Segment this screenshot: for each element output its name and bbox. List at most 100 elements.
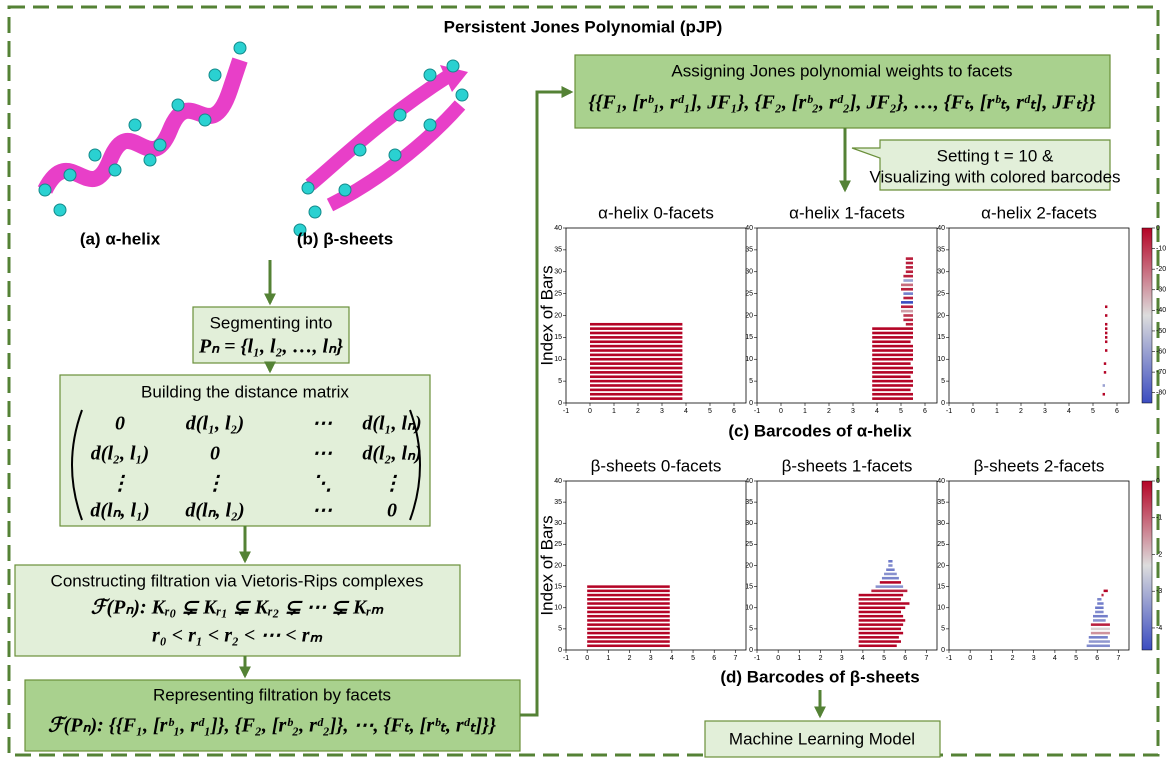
x-tick-label: 1 (989, 655, 993, 662)
y-tick-label: 10 (554, 605, 562, 612)
bar (1087, 645, 1110, 648)
diagram: Persistent Jones Polynomial (pJP) (a) α-… (0, 0, 1167, 760)
x-tick-label: 2 (827, 408, 831, 415)
x-tick-label: 4 (861, 655, 865, 662)
x-tick-label: 7 (733, 655, 737, 662)
bar (872, 384, 913, 387)
bar (859, 598, 901, 601)
x-tick-label: 3 (851, 408, 855, 415)
colorbar-tick-label: -70 (1156, 369, 1166, 376)
y-tick-label: 5 (749, 378, 753, 385)
matrix-cell: 0 (210, 443, 220, 465)
x-tick-label: -1 (946, 408, 952, 415)
y-tick-label: 25 (937, 541, 945, 548)
x-tick-label: 0 (585, 655, 589, 662)
y-tick-label: 20 (937, 312, 945, 319)
panel-title: α-helix 2-facets (981, 203, 1097, 222)
y-tick-label: 35 (554, 247, 562, 254)
matrix-cell: ⋱ (312, 473, 332, 495)
y-tick-label: 15 (554, 583, 562, 590)
bar (590, 397, 682, 400)
x-tick-label: 0 (776, 655, 780, 662)
bar (587, 632, 670, 635)
model-label: Machine Learning Model (729, 729, 915, 748)
x-tick-label: 4 (684, 408, 688, 415)
y-tick-label: 20 (554, 312, 562, 319)
matrix-cell: ⋮ (205, 473, 225, 495)
y-tick-label: 40 (937, 478, 945, 485)
y-tick-label: 40 (937, 225, 945, 232)
bar (1091, 623, 1110, 626)
bar (590, 389, 682, 392)
sheet-structure (294, 60, 468, 236)
matrix-cell: ⋯ (312, 500, 333, 522)
colorbar-tick-label: -40 (1156, 307, 1166, 314)
y-tick-label: 5 (749, 626, 753, 633)
colorbar-tick-label: 0 (1156, 478, 1160, 485)
colorbar-tick-label: -1 (1156, 515, 1162, 522)
caption: (d) Barcodes of β-sheets (720, 667, 919, 686)
y-tick-label: 35 (745, 499, 753, 506)
y-tick-label: 35 (554, 499, 562, 506)
colorbar (1142, 481, 1152, 650)
bar (1103, 384, 1105, 387)
y-tick-label: 10 (937, 605, 945, 612)
formula: ℱ(Pₙ): {{F₁, [rᵇ₁, rᵈ₁]}, {F₂, [rᵇ₂, rᵈ₂… (48, 715, 496, 737)
bar (587, 602, 670, 605)
y-tick-label: 15 (937, 583, 945, 590)
bar (587, 585, 670, 588)
y-tick-label: 30 (745, 269, 753, 276)
matrix-cell: ⋮ (382, 473, 402, 495)
bar (590, 327, 682, 330)
matrix-cell: d(lₙ, l₂) (185, 500, 244, 522)
y-tick-label: 35 (745, 247, 753, 254)
bar (872, 371, 913, 374)
matrix-cell: d(lₙ, l₁) (90, 500, 149, 522)
bar (872, 389, 910, 392)
helix-structure (39, 42, 246, 216)
bar (901, 310, 913, 313)
bar (872, 327, 913, 330)
bar (587, 598, 670, 601)
y-tick-label: 10 (745, 605, 753, 612)
x-tick-label: 0 (971, 408, 975, 415)
x-tick-label: -1 (946, 655, 952, 662)
bar (872, 380, 913, 383)
x-tick-label: 1 (803, 408, 807, 415)
x-tick-label: 5 (1074, 655, 1078, 662)
bar (1089, 640, 1110, 643)
colorbar-tick-label: -50 (1156, 328, 1166, 335)
bar (859, 632, 903, 635)
y-tick-label: 15 (745, 583, 753, 590)
matrix-cell: 0 (387, 500, 397, 522)
y-tick-label: 5 (941, 626, 945, 633)
bar (590, 371, 682, 374)
x-tick-label: -1 (563, 655, 569, 662)
bar (906, 262, 913, 265)
y-tick-label: 20 (745, 562, 753, 569)
y-tick-label: 30 (937, 520, 945, 527)
bar (1095, 606, 1103, 609)
bar (590, 349, 682, 352)
y-tick-label: 25 (554, 290, 562, 297)
bar (590, 340, 682, 343)
bar (587, 619, 670, 622)
bar (901, 288, 913, 291)
y-tick-label: 40 (554, 478, 562, 485)
box-heading: Segmenting into (210, 313, 333, 332)
x-tick-label: 2 (1019, 408, 1023, 415)
bar (1104, 371, 1106, 374)
bar (888, 560, 892, 563)
colorbar-tick-label: -60 (1156, 348, 1166, 355)
colorbar-tick-label: -4 (1156, 625, 1162, 632)
bar (587, 606, 670, 609)
x-tick-label: 3 (1032, 655, 1036, 662)
x-tick-label: 1 (797, 655, 801, 662)
x-tick-label: 6 (712, 655, 716, 662)
matrix-cell: 0 (115, 413, 125, 435)
x-tick-label: 3 (649, 655, 653, 662)
bar (590, 393, 682, 396)
x-tick-label: 4 (875, 408, 879, 415)
bar (872, 354, 913, 357)
bar (872, 336, 913, 339)
